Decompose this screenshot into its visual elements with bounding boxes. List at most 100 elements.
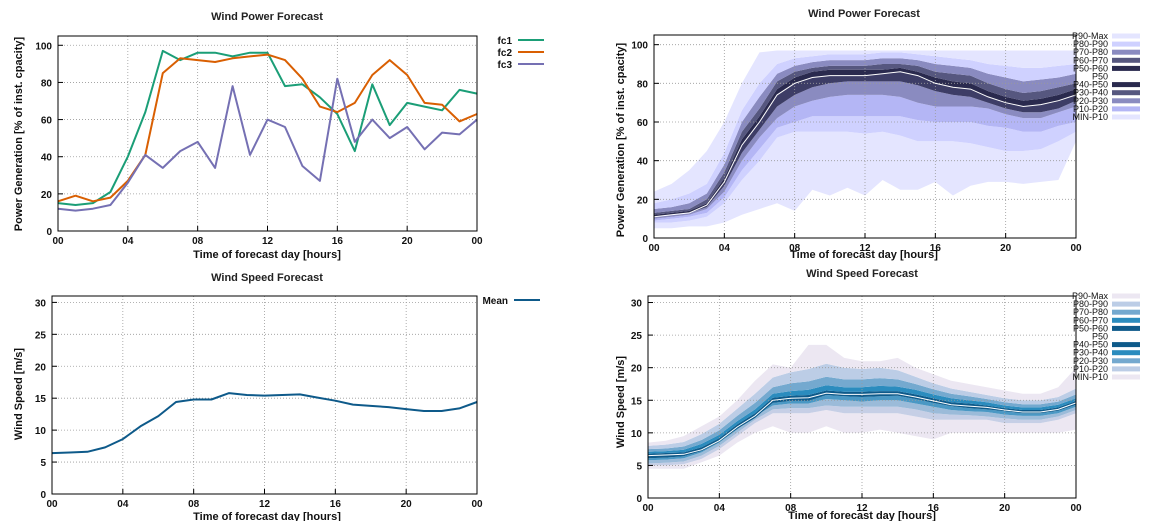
legend-label: P50 xyxy=(1092,332,1108,342)
legend-swatch xyxy=(1112,41,1140,47)
legend-label-fc2: fc2 xyxy=(498,48,513,59)
band-p80-p90 xyxy=(654,52,1076,210)
y-axis-label: Wind Speed [m/s] xyxy=(615,356,627,449)
y-tick-label: 20 xyxy=(637,195,649,206)
legend-label-fc1: fc1 xyxy=(498,36,513,47)
x-tick-label: 00 xyxy=(1070,243,1082,254)
x-tick-label: 00 xyxy=(642,503,654,514)
y-tick-label: 80 xyxy=(41,78,53,89)
x-tick-label: 08 xyxy=(188,499,200,510)
legend-label: P70-P80 xyxy=(1073,307,1108,317)
legend-swatch xyxy=(1112,342,1140,348)
band-p10-p20 xyxy=(648,405,1076,466)
y-tick-label: 20 xyxy=(631,364,643,375)
legend-label: P30-P40 xyxy=(1073,88,1108,98)
x-tick-label: 00 xyxy=(471,236,483,247)
chart-wind-speed-quantiles: Wind Speed Forecast Wind Speed [m/s] Tim… xyxy=(615,268,1140,521)
legend-label: P40-P50 xyxy=(1073,340,1108,350)
x-tick-label: 12 xyxy=(859,243,871,254)
x-tick-label: 16 xyxy=(928,503,940,514)
legend-swatch xyxy=(1112,374,1140,380)
legend-label: MIN-P10 xyxy=(1072,112,1108,122)
legend-swatch xyxy=(1112,350,1140,356)
y-tick-label: 5 xyxy=(636,461,642,472)
chart-wind-power-lines: Wind Power Forecast Power Generation [% … xyxy=(13,11,544,261)
chart-title: Wind Speed Forecast xyxy=(211,272,323,284)
band-p30-p40 xyxy=(648,395,1076,461)
y-axis-label: Power Generation [% of inst. cpacity] xyxy=(13,36,25,231)
median-line xyxy=(647,392,1077,457)
x-tick-label: 00 xyxy=(471,499,483,510)
legend-swatch xyxy=(1112,57,1140,63)
x-tick-label: 04 xyxy=(719,243,731,254)
legend-swatch xyxy=(1112,325,1140,331)
x-tick-label: 12 xyxy=(259,499,271,510)
legend-swatch xyxy=(1112,358,1140,364)
chart-title: Wind Power Forecast xyxy=(808,8,920,20)
x-tick-label: 00 xyxy=(52,236,64,247)
legend-swatch xyxy=(1112,301,1140,307)
chart-title: Wind Speed Forecast xyxy=(806,268,918,280)
legend-swatch xyxy=(1112,366,1140,372)
series-line-mean xyxy=(51,392,478,455)
x-tick-label: 04 xyxy=(117,499,129,510)
legend-label: P10-P20 xyxy=(1073,104,1108,114)
legend-label: P10-P20 xyxy=(1073,364,1108,374)
y-tick-label: 20 xyxy=(35,362,47,373)
legend-label-fc3: fc3 xyxy=(498,60,513,71)
legend-swatch xyxy=(1112,49,1140,55)
legend-label: P60-P70 xyxy=(1073,55,1108,65)
band-p20-p30 xyxy=(648,399,1076,464)
y-tick-label: 10 xyxy=(631,429,643,440)
y-tick-label: 15 xyxy=(631,396,643,407)
legend-swatch xyxy=(1112,317,1140,323)
y-tick-label: 0 xyxy=(636,494,642,505)
x-tick-label: 20 xyxy=(1000,243,1012,254)
x-axis-label: Time of forecast day [hours] xyxy=(193,511,341,521)
y-axis-label: Power Generation [% of inst. cpacity] xyxy=(615,42,627,237)
chart-wind-power-quantiles: Wind Power Forecast Power Generation [% … xyxy=(615,8,1140,261)
x-tick-label: 20 xyxy=(999,503,1011,514)
legend-label: P30-P40 xyxy=(1073,348,1108,358)
x-tick-label: 08 xyxy=(789,243,801,254)
y-tick-label: 100 xyxy=(631,41,648,52)
x-tick-label: 12 xyxy=(856,503,868,514)
x-tick-label: 00 xyxy=(1070,503,1082,514)
band-p10-p20 xyxy=(654,116,1076,223)
y-tick-label: 40 xyxy=(41,153,53,164)
legend-swatch xyxy=(1112,90,1140,96)
series-line-fc2 xyxy=(57,53,478,203)
x-axis-label: Time of forecast day [hours] xyxy=(790,249,938,261)
y-tick-label: 60 xyxy=(637,118,649,129)
y-tick-label: 15 xyxy=(35,394,47,405)
chart-title: Wind Power Forecast xyxy=(211,11,323,23)
y-tick-label: 60 xyxy=(41,116,53,127)
y-tick-label: 0 xyxy=(642,234,648,245)
y-tick-label: 10 xyxy=(35,426,47,437)
x-tick-label: 04 xyxy=(122,236,134,247)
y-tick-label: 20 xyxy=(41,190,53,201)
x-tick-label: 16 xyxy=(930,243,942,254)
x-tick-label: 16 xyxy=(330,499,342,510)
y-tick-label: 0 xyxy=(40,490,46,501)
x-tick-label: 16 xyxy=(332,236,344,247)
x-tick-label: 00 xyxy=(648,243,660,254)
y-tick-label: 80 xyxy=(637,79,649,90)
band-p70-p80 xyxy=(648,376,1076,452)
chart-wind-speed-mean: Wind Speed Forecast Wind Speed [m/s] Tim… xyxy=(13,272,540,521)
legend-label: P80-P90 xyxy=(1073,299,1108,309)
legend-swatch xyxy=(1112,293,1140,299)
y-tick-label: 100 xyxy=(35,41,52,52)
legend-swatch xyxy=(1112,74,1140,79)
legend-label: P90-Max xyxy=(1072,31,1109,41)
y-tick-label: 30 xyxy=(35,298,47,309)
y-tick-label: 40 xyxy=(637,157,649,168)
series-line-fc1 xyxy=(57,49,478,206)
legend-label: P20-P30 xyxy=(1073,96,1108,106)
band-p70-p80 xyxy=(654,58,1076,213)
legend-label: P50 xyxy=(1092,72,1108,82)
x-tick-label: 20 xyxy=(401,499,413,510)
legend-label: P90-Max xyxy=(1072,291,1109,301)
